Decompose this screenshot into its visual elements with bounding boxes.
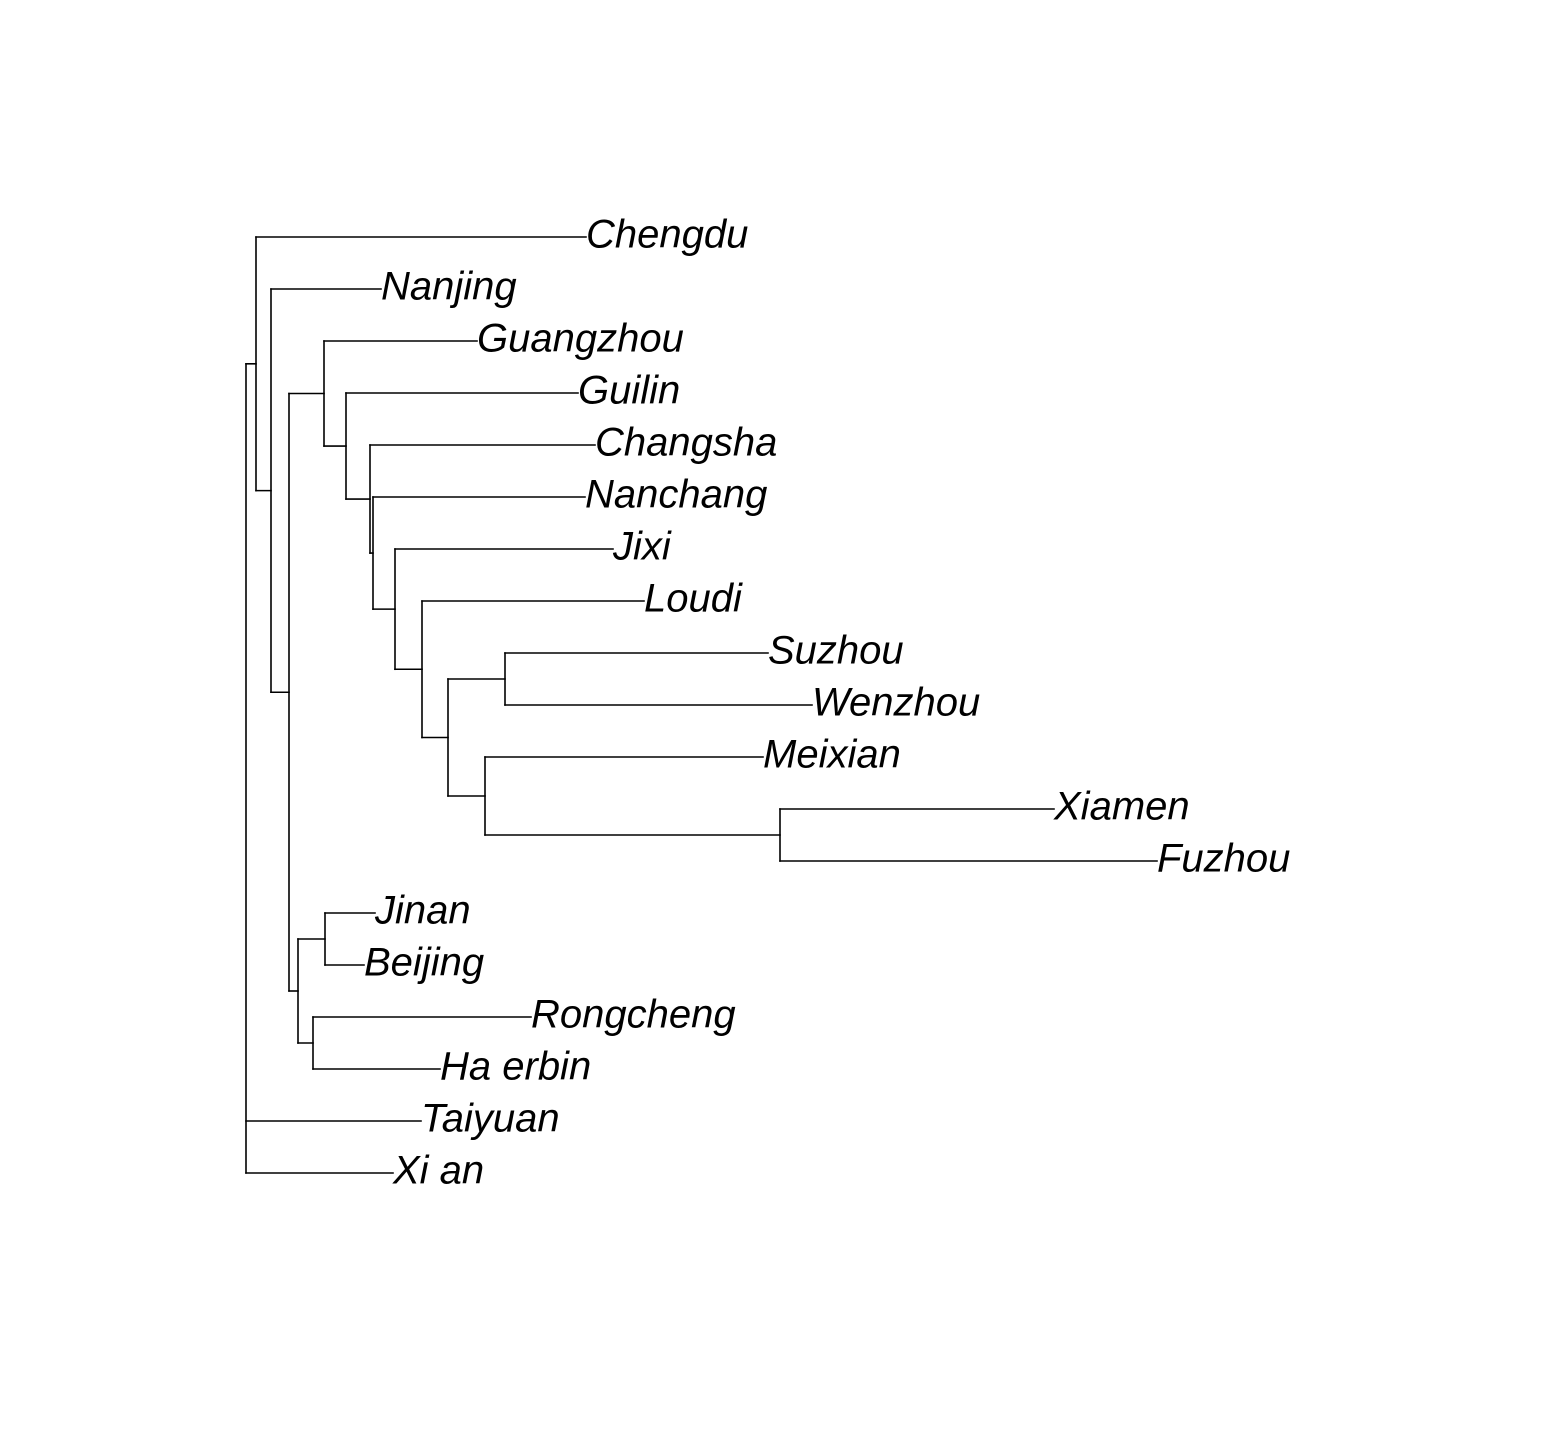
leaf-label-chengdu: Chengdu (586, 213, 748, 257)
leaf-label-changsha: Changsha (595, 421, 777, 465)
leaf-label-fuzhou: Fuzhou (1157, 837, 1290, 881)
leaf-label-ha-erbin: Ha erbin (440, 1045, 591, 1089)
leaf-label-jixi: Jixi (612, 525, 672, 569)
leaf-label-beijing: Beijing (364, 941, 484, 985)
tree-branches (245, 236, 1158, 1174)
leaf-label-guilin: Guilin (578, 369, 680, 413)
leaf-label-jinan: Jinan (374, 889, 471, 933)
leaf-label-xi-an: Xi an (392, 1149, 484, 1193)
leaf-label-loudi: Loudi (644, 577, 743, 621)
leaf-label-meixian: Meixian (763, 733, 901, 777)
leaf-label-nanchang: Nanchang (585, 473, 767, 517)
leaf-label-rongcheng: Rongcheng (531, 993, 736, 1037)
leaf-label-nanjing: Nanjing (381, 265, 517, 309)
leaf-label-wenzhou: Wenzhou (812, 681, 980, 725)
leaf-label-suzhou: Suzhou (768, 629, 904, 673)
leaf-label-xiamen: Xiamen (1053, 785, 1190, 829)
leaf-label-taiyuan: Taiyuan (421, 1097, 560, 1141)
leaf-labels: Chengdu Nanjing Guangzhou Guilin Changsha Nan… (364, 213, 1290, 1193)
leaf-label-guangzhou: Guangzhou (477, 317, 684, 361)
